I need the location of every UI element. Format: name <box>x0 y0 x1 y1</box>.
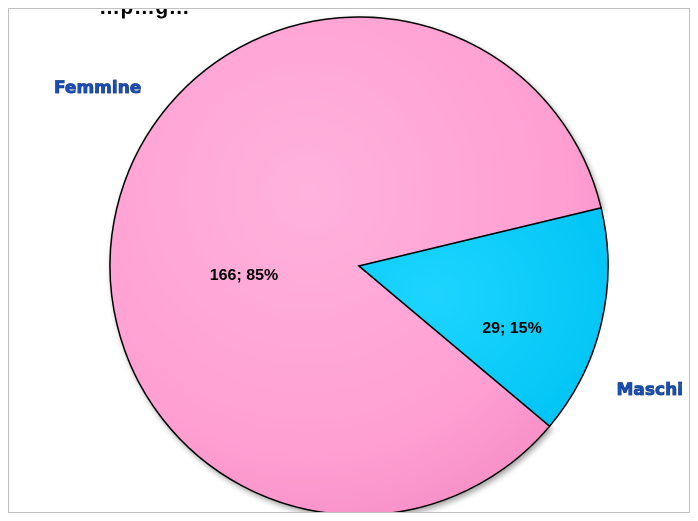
pie-slice-femmine <box>109 16 603 512</box>
data-label-femmine: 166; 85% <box>210 267 279 284</box>
pie-slice-maschi <box>357 206 609 428</box>
chart-title: …p…g… <box>99 9 190 20</box>
data-label-maschi: 29; 15% <box>482 320 542 337</box>
chart-frame: …p…g… 166; 85% 29; 15% Femmine Maschi <box>8 8 690 513</box>
pie-chart: 166; 85% 29; 15% Femmine Maschi <box>54 16 683 512</box>
category-label-femmine: Femmine <box>54 78 141 98</box>
category-label-maschi: Maschi <box>616 380 683 400</box>
